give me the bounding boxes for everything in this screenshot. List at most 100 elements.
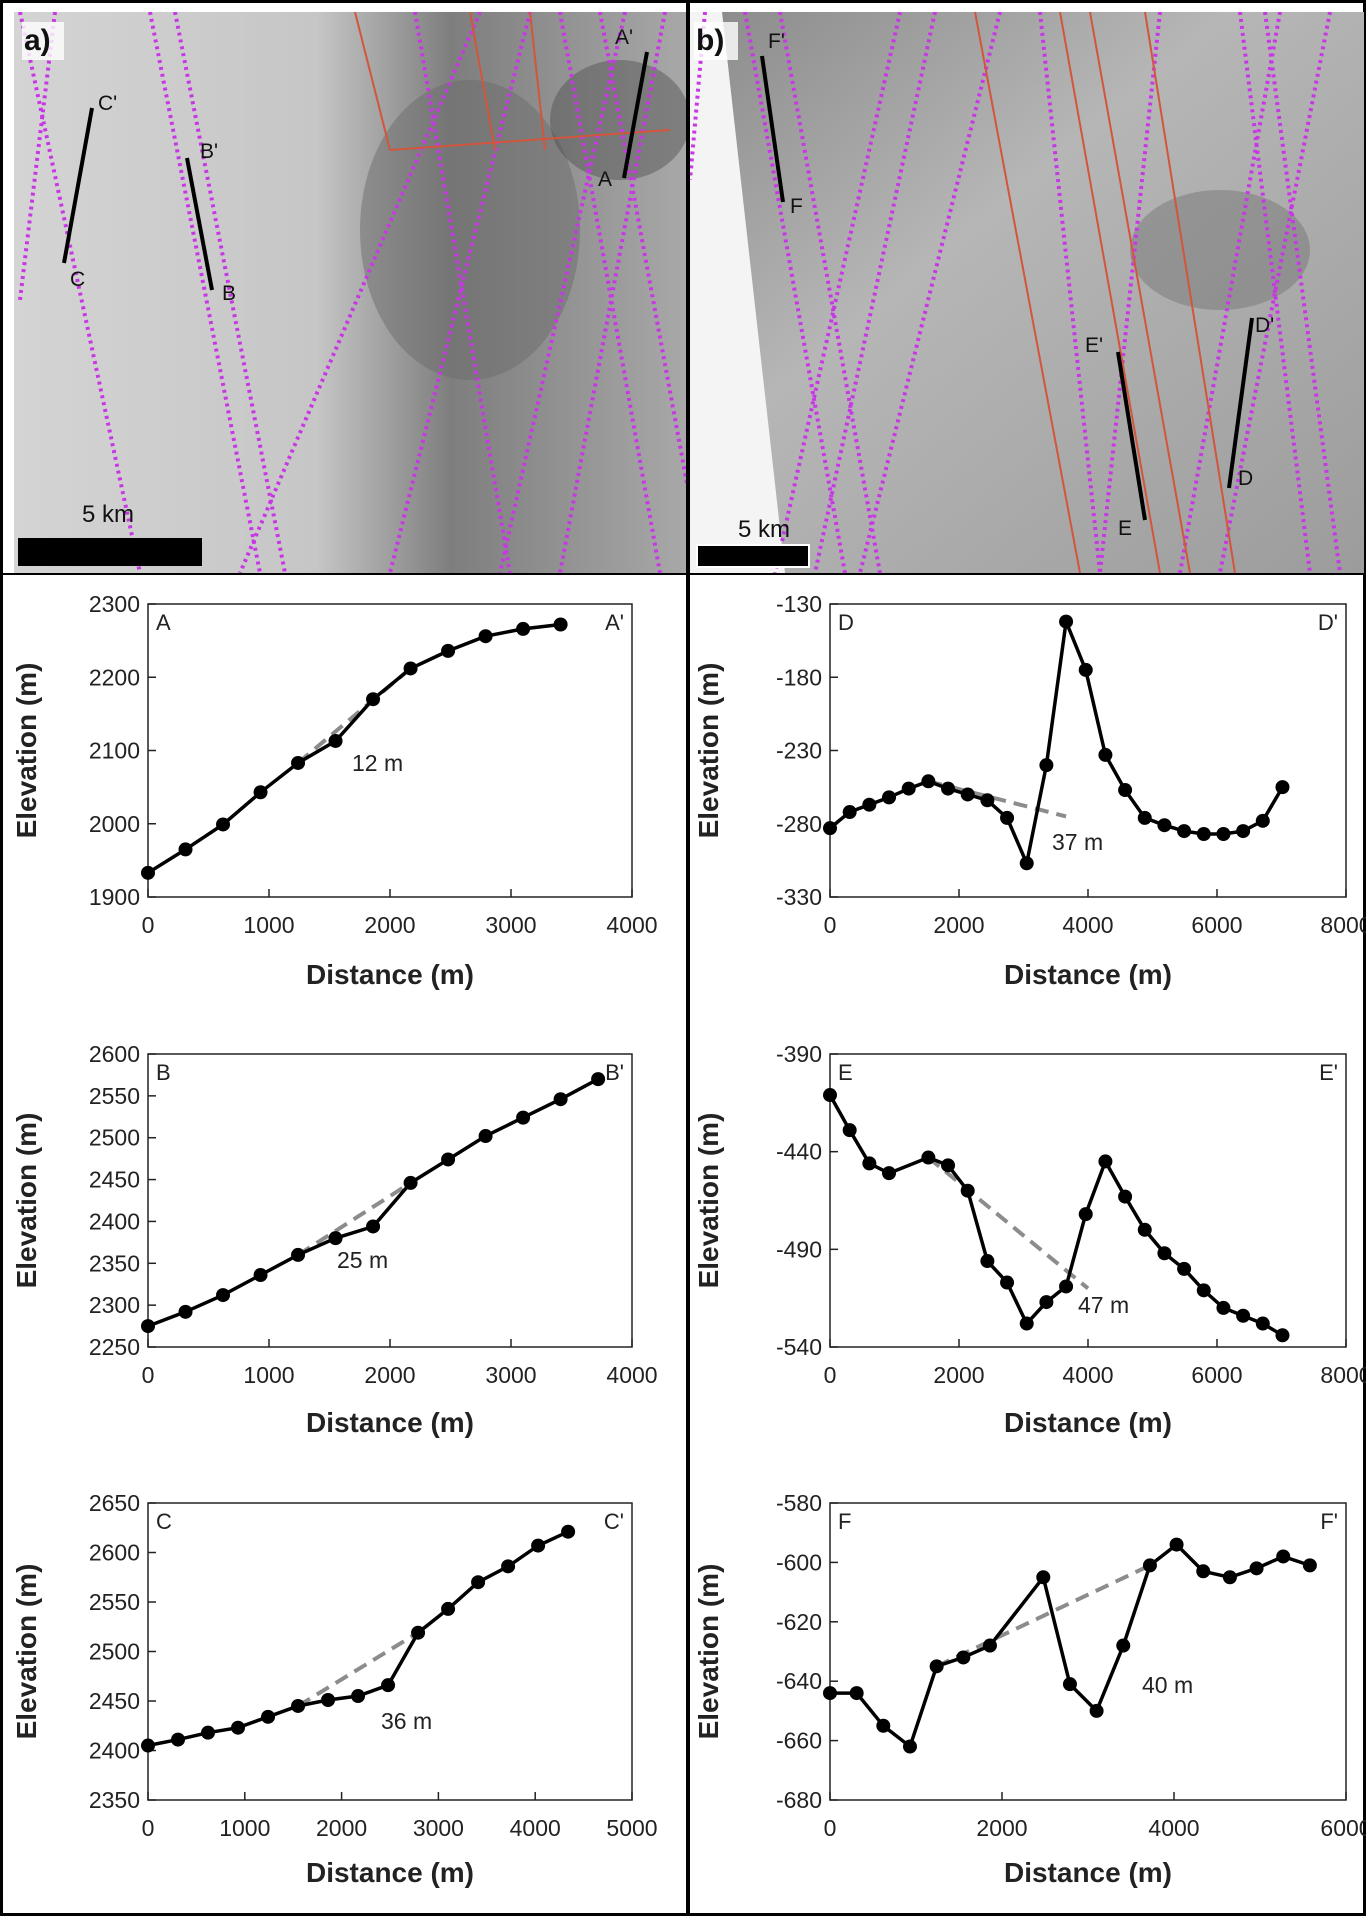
y-tick-label: 1900 (89, 884, 140, 910)
data-point (823, 1686, 837, 1701)
y-tick-label: 2350 (89, 1787, 140, 1813)
data-point (1118, 783, 1133, 798)
data-point (1196, 1283, 1211, 1298)
data-point (178, 842, 193, 857)
data-point (253, 785, 268, 800)
profile-line-e (1116, 351, 1147, 521)
profile-start-label: F (838, 1509, 851, 1534)
y-tick-label: 2650 (89, 1490, 140, 1516)
data-point (478, 1129, 493, 1144)
data-point (231, 1720, 246, 1735)
x-tick-label: 4000 (1062, 912, 1113, 938)
data-point (328, 1231, 343, 1246)
data-point (1078, 662, 1093, 677)
data-point (849, 1686, 864, 1701)
map-b-label: E (1118, 517, 1132, 540)
offset-label: 40 m (1142, 1672, 1193, 1698)
map-b-label: F' (768, 30, 785, 53)
scale-bar-label: 5 km (82, 501, 134, 528)
data-point (141, 1738, 155, 1753)
panel-letter-a: a) (24, 24, 51, 57)
data-point (441, 643, 456, 658)
data-point (1216, 827, 1231, 842)
data-point (441, 1152, 456, 1167)
data-point (1177, 1261, 1192, 1276)
data-point (1098, 747, 1113, 762)
y-tick-label: -330 (776, 884, 822, 910)
y-tick-label: -440 (776, 1139, 822, 1165)
profile-end-label: C' (604, 1509, 624, 1534)
data-point (1236, 824, 1251, 839)
y-tick-label: -280 (776, 811, 822, 837)
data-point (1249, 1561, 1264, 1576)
map-b-label: D (1238, 467, 1253, 490)
y-tick-label: -540 (776, 1334, 822, 1360)
y-tick-label: 2450 (89, 1167, 140, 1193)
data-point (1118, 1189, 1133, 1204)
x-tick-label: 2000 (364, 1362, 415, 1388)
data-point (328, 733, 343, 748)
data-point (823, 1088, 837, 1103)
y-tick-label: 2300 (89, 591, 140, 617)
map-b-dark-patch (1130, 190, 1310, 310)
data-point (141, 865, 155, 880)
data-point (980, 1254, 995, 1269)
profile-line-c (62, 107, 94, 264)
data-point (261, 1709, 276, 1724)
y-tick-label: 2550 (89, 1083, 140, 1109)
data-point (960, 787, 975, 802)
data-point (842, 1123, 857, 1138)
data-point (216, 817, 231, 832)
data-point (531, 1538, 546, 1553)
chart-profile-a: 1900 2000 2100 2200 2300 0 1000 2000 3000 4000 Dis… (11, 591, 658, 990)
x-axis-title: Distance (m) (306, 1857, 474, 1888)
data-point (1019, 856, 1034, 871)
data-point (411, 1625, 426, 1640)
plot-frame (829, 1502, 1347, 1801)
data-point (1255, 1316, 1270, 1331)
offset-label: 25 m (337, 1247, 388, 1273)
data-point (1000, 1275, 1015, 1290)
data-point (171, 1732, 186, 1747)
data-point (842, 805, 857, 820)
panel-letter-bg (694, 22, 738, 60)
y-tick-label: 2100 (89, 738, 140, 764)
map-a-label: C (70, 268, 85, 291)
y-tick-label: -640 (776, 1668, 822, 1694)
y-tick-label: 2600 (89, 1041, 140, 1067)
x-tick-label: 2000 (316, 1815, 367, 1841)
y-axis-title: Elevation (m) (11, 1564, 42, 1740)
x-tick-label: 2000 (976, 1815, 1027, 1841)
y-tick-label: 2600 (89, 1540, 140, 1566)
profile-start-label: E (838, 1060, 853, 1085)
x-tick-label: 4000 (1148, 1815, 1199, 1841)
offset-label: 12 m (352, 750, 403, 776)
trend-line (296, 1181, 412, 1257)
y-tick-label: -390 (776, 1041, 822, 1067)
data-point (1302, 1558, 1317, 1573)
data-point (1019, 1316, 1034, 1331)
offset-label: 47 m (1078, 1292, 1129, 1318)
x-tick-label: 2000 (933, 1362, 984, 1388)
x-tick-label: 6000 (1191, 1362, 1242, 1388)
y-tick-label: 2250 (89, 1334, 140, 1360)
y-tick-label: -130 (776, 591, 822, 617)
y-tick-label: -180 (776, 664, 822, 690)
data-point (876, 1718, 891, 1733)
profile-line-d (1227, 317, 1254, 489)
trend-line (935, 1563, 1151, 1669)
data-point (253, 1268, 268, 1283)
data-point (956, 1650, 971, 1665)
x-tick-label: 1000 (243, 912, 294, 938)
data-point (1196, 827, 1211, 842)
x-tick-label: 6000 (1191, 912, 1242, 938)
profile-end-label: E' (1319, 1060, 1338, 1085)
map-b-profiles (760, 55, 1254, 521)
map-b: F' F E' E D' D b) 5 km (690, 12, 1364, 573)
panel-letter-bg (22, 22, 64, 60)
data-point (216, 1288, 231, 1303)
x-tick-label: 1000 (219, 1815, 270, 1841)
